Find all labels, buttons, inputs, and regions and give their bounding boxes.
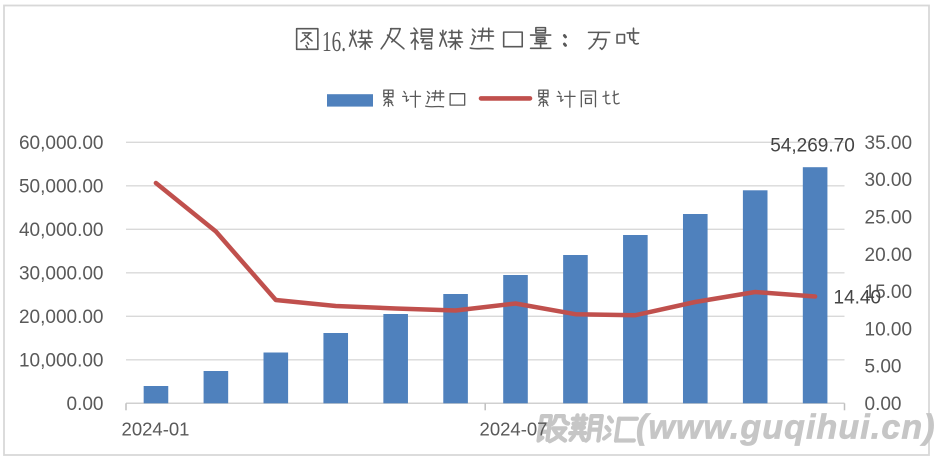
svg-text:40,000.00: 40,000.00 — [19, 220, 104, 241]
svg-text:15.00: 15.00 — [865, 282, 913, 303]
svg-text:2024-01: 2024-01 — [122, 419, 190, 440]
svg-text:50,000.00: 50,000.00 — [19, 176, 104, 197]
svg-text:10,000.00: 10,000.00 — [19, 350, 104, 371]
svg-text:20.00: 20.00 — [865, 245, 913, 266]
svg-text:16.: 16. — [322, 27, 346, 58]
svg-text:54,269.70: 54,269.70 — [770, 136, 855, 157]
svg-text:14.40: 14.40 — [834, 288, 882, 309]
svg-text:0.00: 0.00 — [67, 394, 104, 415]
svg-text:25.00: 25.00 — [865, 208, 913, 229]
svg-text:30,000.00: 30,000.00 — [19, 263, 104, 284]
svg-text:10.00: 10.00 — [865, 319, 913, 340]
svg-text:0.00: 0.00 — [865, 394, 902, 415]
svg-text:35.00: 35.00 — [865, 133, 913, 154]
svg-text:5.00: 5.00 — [865, 357, 902, 378]
svg-text:60,000.00: 60,000.00 — [19, 133, 104, 154]
svg-text:(www.guqihui.cn): (www.guqihui.cn) — [636, 409, 935, 447]
svg-text:30.00: 30.00 — [865, 170, 913, 191]
svg-text:20,000.00: 20,000.00 — [19, 307, 104, 328]
svg-text:2024-07: 2024-07 — [480, 419, 548, 440]
